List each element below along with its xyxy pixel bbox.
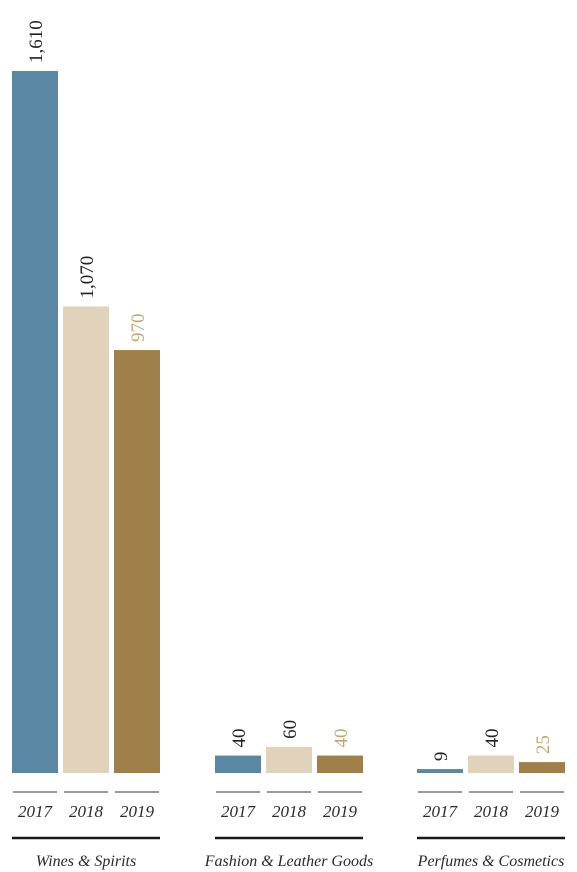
bar-3-2018: [468, 755, 514, 773]
value-label: 40: [229, 729, 250, 748]
value-label: 970: [128, 314, 149, 343]
year-label: 2019: [525, 802, 560, 821]
year-label: 2017: [221, 802, 257, 821]
category-label: Wines & Spirits: [36, 853, 136, 870]
value-label: 9: [431, 752, 452, 762]
year-label: 2018: [69, 802, 104, 821]
year-label: 2018: [474, 802, 509, 821]
bar-1-2018: [63, 306, 109, 773]
value-label: 25: [533, 735, 554, 754]
year-label: 2018: [272, 802, 307, 821]
category-label: Perfumes & Cosmetics: [417, 853, 565, 870]
bar-2-2018: [266, 746, 312, 773]
bar-3-2017: [417, 769, 463, 773]
bar-2-2017: [215, 755, 261, 773]
year-label: 2017: [423, 802, 459, 821]
value-label: 1,070: [77, 256, 98, 299]
year-label: 2019: [323, 802, 358, 821]
bar-1-2017: [12, 71, 58, 773]
value-label: 60: [280, 720, 301, 739]
bar-1-2019: [114, 350, 160, 773]
year-label: 2019: [120, 802, 155, 821]
bar-2-2019: [317, 755, 363, 773]
value-label: 40: [482, 729, 503, 748]
value-label: 1,610: [26, 20, 47, 63]
year-label: 2017: [18, 802, 54, 821]
bar-3-2019: [519, 762, 565, 773]
category-label: Fashion & Leather Goods: [204, 853, 373, 870]
value-label: 40: [331, 729, 352, 748]
